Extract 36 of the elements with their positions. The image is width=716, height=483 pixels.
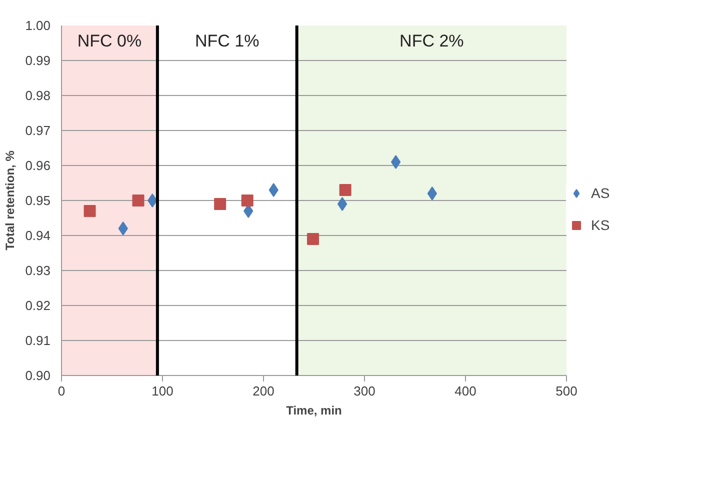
- y-tick-label: 0.96: [25, 158, 51, 173]
- annotation: NFC 1%: [195, 32, 260, 50]
- point: [306, 233, 319, 245]
- point: [118, 222, 128, 236]
- point: [148, 194, 158, 208]
- y-tick-label: 0.98: [25, 88, 51, 103]
- y-tick-label: 0.92: [25, 298, 51, 313]
- y-tick-label: 0.91: [25, 333, 51, 348]
- point: [339, 184, 352, 196]
- legend-label: AS: [591, 185, 611, 201]
- y-tick-label: 0.93: [25, 263, 51, 278]
- y-axis-title: Total retention, %: [3, 150, 18, 250]
- y-tick-label: 0.97: [25, 123, 51, 138]
- x-tick-label: 200: [252, 384, 274, 398]
- x-tick-label: 400: [454, 384, 476, 398]
- point: [390, 155, 401, 169]
- x-tick-label: 500: [556, 384, 578, 398]
- x-axis-title: Time, min: [286, 404, 342, 418]
- y-tick-label: 1.00: [25, 18, 51, 33]
- point: [132, 194, 144, 206]
- y-tick-label: 0.94: [25, 228, 51, 243]
- band-label: NFC 0%: [77, 32, 142, 50]
- point: [214, 198, 226, 210]
- y-tick-label: 0.99: [25, 53, 51, 68]
- x-tick-label: 100: [152, 384, 174, 398]
- x-tick-label: 0: [58, 384, 66, 398]
- y-tick-label: 0.90: [25, 368, 51, 383]
- point: [241, 194, 254, 206]
- legend-label: KS: [591, 217, 611, 233]
- point: [84, 205, 96, 217]
- point: [427, 186, 438, 200]
- point: [337, 197, 348, 211]
- band-label: NFC 2%: [400, 32, 464, 50]
- x-tick-label: 300: [354, 384, 376, 398]
- y-tick-label: 0.95: [25, 193, 51, 208]
- point: [268, 183, 278, 197]
